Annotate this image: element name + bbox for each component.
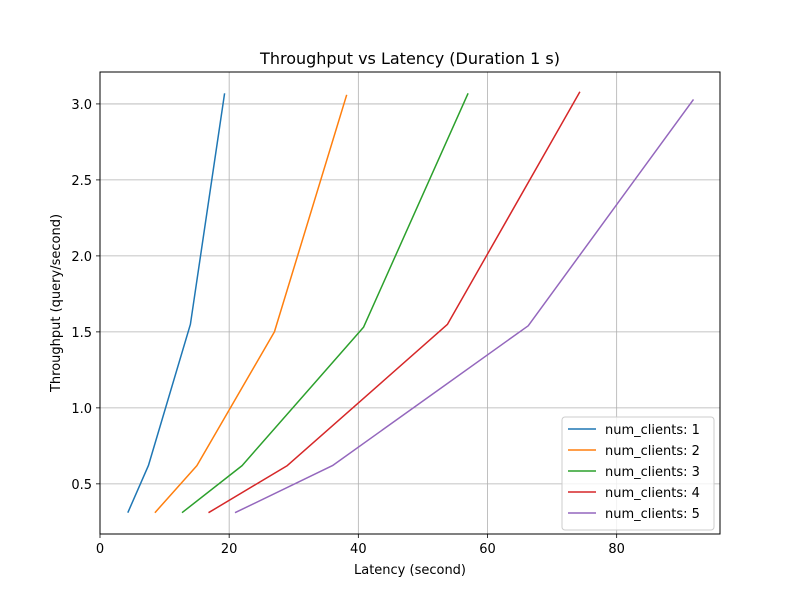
legend: num_clients: 1 num_clients: 2 num_clients:… bbox=[561, 416, 715, 531]
x-axis: 0 20 40 60 80 bbox=[96, 534, 625, 557]
legend-label: num_clients: 3 bbox=[605, 465, 700, 480]
y-tick-label: 3.0 bbox=[71, 98, 92, 113]
x-tick-label: 20 bbox=[221, 542, 238, 557]
legend-label: num_clients: 2 bbox=[605, 444, 700, 459]
chart-title: Throughput vs Latency (Duration 1 s) bbox=[259, 49, 560, 68]
series-line-2 bbox=[154, 94, 348, 514]
series-lines bbox=[127, 91, 695, 514]
plot-frame bbox=[99, 71, 721, 535]
grid bbox=[99, 72, 720, 534]
x-tick-label: 0 bbox=[96, 542, 104, 557]
y-tick-label: 2.5 bbox=[71, 174, 92, 189]
legend-label: num_clients: 1 bbox=[605, 423, 700, 438]
x-axis-label: Latency (second) bbox=[354, 563, 466, 578]
y-axis-label: Throughput (query/second) bbox=[49, 214, 64, 393]
y-tick-label: 2.0 bbox=[71, 250, 92, 265]
series-line-5 bbox=[234, 98, 695, 514]
x-tick-label: 40 bbox=[350, 542, 367, 557]
y-tick-label: 1.0 bbox=[71, 402, 92, 417]
x-tick-label: 80 bbox=[608, 542, 625, 557]
y-tick-label: 0.5 bbox=[71, 478, 92, 493]
series-line-1 bbox=[127, 93, 226, 514]
y-axis: 0.5 1.0 1.5 2.0 2.5 3.0 bbox=[71, 98, 100, 493]
y-tick-label: 1.5 bbox=[71, 326, 92, 341]
legend-box bbox=[561, 416, 715, 531]
series-line-3 bbox=[181, 92, 469, 514]
legend-label: num_clients: 4 bbox=[605, 486, 700, 501]
series-line-4 bbox=[208, 91, 581, 514]
x-tick-label: 60 bbox=[479, 542, 496, 557]
legend-label: num_clients: 5 bbox=[605, 507, 700, 522]
